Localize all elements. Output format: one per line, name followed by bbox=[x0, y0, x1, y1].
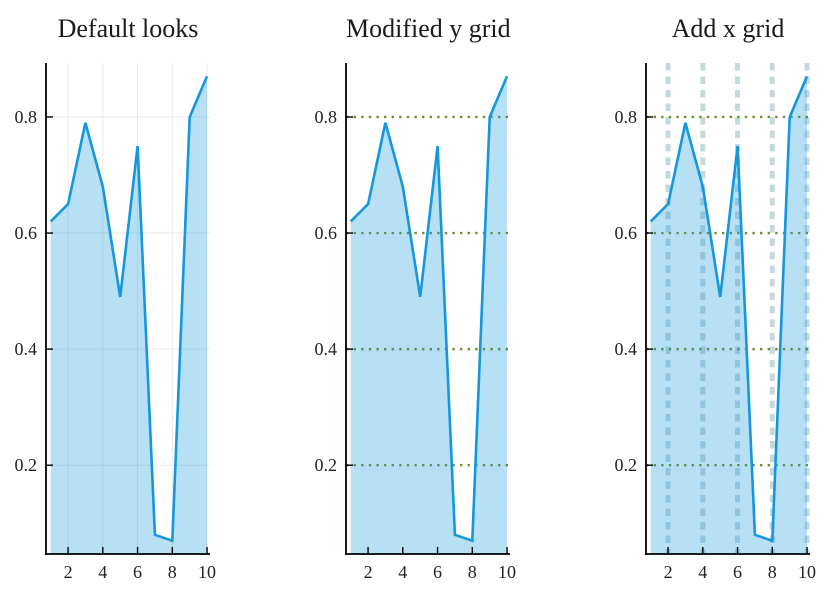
x-tick-label: 4 bbox=[98, 562, 107, 582]
area-fill bbox=[50, 76, 208, 555]
y-tick-label: 0.4 bbox=[315, 339, 338, 359]
y-tick-label: 0.8 bbox=[15, 107, 38, 127]
x-tick-label: 2 bbox=[364, 562, 373, 582]
y-tick-label: 0.2 bbox=[615, 455, 638, 475]
x-tick-label: 4 bbox=[398, 562, 407, 582]
chart-title-default-looks: Default looks bbox=[57, 14, 199, 43]
area-fill bbox=[650, 76, 807, 555]
x-tick-label: 10 bbox=[798, 562, 816, 582]
y-tick-label: 0.6 bbox=[615, 223, 638, 243]
x-tick-label: 2 bbox=[664, 562, 673, 582]
y-tick-label: 0.6 bbox=[15, 223, 38, 243]
area-chart-dotted-y-grid: 2 4 6 8 10 0.2 0.4 0.6 0.8 bbox=[315, 63, 516, 582]
x-tick-label: 8 bbox=[768, 562, 777, 582]
x-tick-label: 10 bbox=[498, 562, 516, 582]
area-chart-dashed-x-grid: 2 4 6 8 10 0.2 0.4 0.6 0.8 bbox=[615, 63, 816, 582]
panel-modified-y-grid: Modified y grid 2 4 6 8 10 0.2 0.4 0.6 0.8 bbox=[300, 0, 532, 592]
x-tick-label: 8 bbox=[168, 562, 177, 582]
panel-default-looks: Default looks 2 4 6 8 10 0.2 0.4 0.6 0.8 bbox=[0, 0, 232, 592]
y-tick-label: 0.8 bbox=[315, 107, 338, 127]
y-tick-label: 0.2 bbox=[315, 455, 338, 475]
area-fill bbox=[350, 76, 507, 555]
x-tick-label: 6 bbox=[733, 562, 742, 582]
series-line bbox=[349, 75, 509, 543]
y-tick-label: 0.4 bbox=[15, 339, 38, 359]
x-tick-label: 6 bbox=[433, 562, 442, 582]
x-tick-label: 4 bbox=[698, 562, 707, 582]
x-tick-label: 10 bbox=[198, 562, 216, 582]
y-tick-label: 0.6 bbox=[315, 223, 338, 243]
area-chart-default-grid: 2 4 6 8 10 0.2 0.4 0.6 0.8 bbox=[15, 63, 216, 582]
chart-title-add-x-grid: Add x grid bbox=[671, 14, 785, 43]
y-tick-label: 0.8 bbox=[615, 107, 638, 127]
y-tick-label: 0.2 bbox=[15, 455, 38, 475]
y-tick-label: 0.4 bbox=[615, 339, 638, 359]
x-tick-label: 8 bbox=[468, 562, 477, 582]
chart-title-modified-y-grid: Modified y grid bbox=[346, 14, 511, 43]
x-tick-label: 2 bbox=[64, 562, 73, 582]
x-tick-label: 6 bbox=[133, 562, 142, 582]
panel-add-x-grid: Add x grid 2 4 6 8 10 0.2 0.4 0.6 0.8 bbox=[600, 0, 832, 592]
series-line bbox=[49, 75, 209, 543]
series-line bbox=[649, 75, 809, 543]
